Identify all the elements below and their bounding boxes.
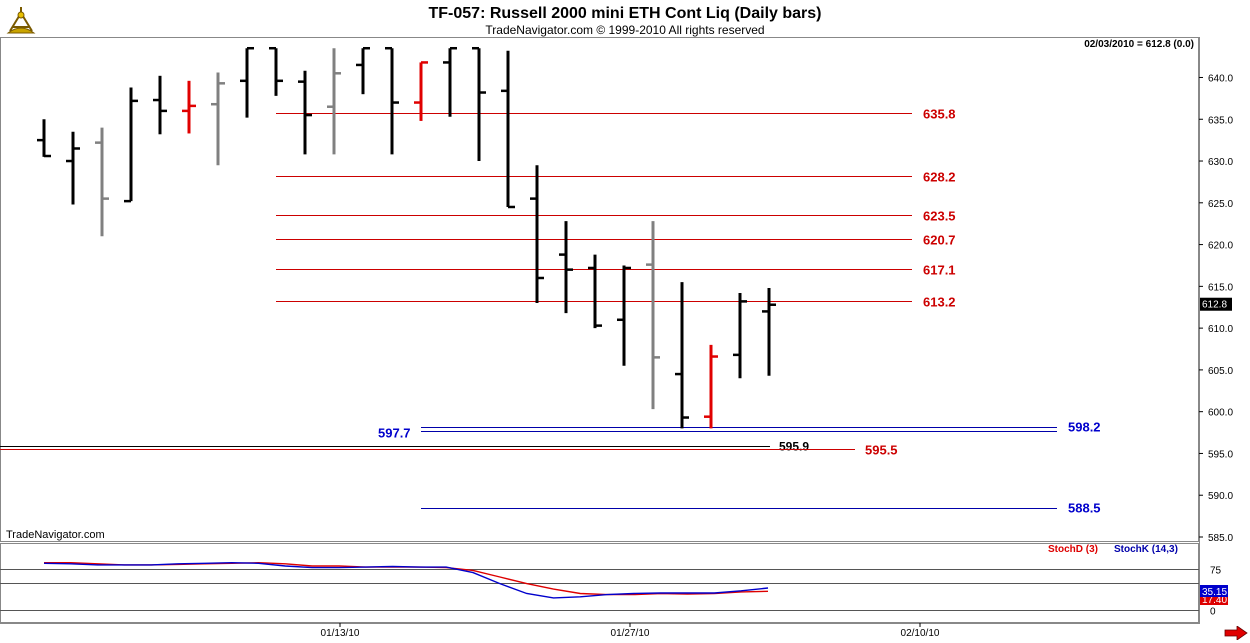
price-tick-label: 635.0 bbox=[1208, 115, 1233, 126]
ohlc-bar bbox=[182, 80, 196, 134]
ohlc-bar bbox=[414, 61, 428, 121]
ohlc-bar bbox=[37, 119, 51, 158]
stochk-line bbox=[43, 561, 769, 599]
ohlc-bar bbox=[588, 254, 602, 329]
scroll-right-arrow-icon[interactable] bbox=[1224, 626, 1248, 640]
price-tick-label: 620.0 bbox=[1208, 241, 1233, 252]
ohlc-bar bbox=[530, 165, 544, 304]
ohlc-bar bbox=[153, 75, 167, 135]
price-tick-label: 595.0 bbox=[1208, 449, 1233, 460]
resistance-level-label: 623.5 bbox=[923, 209, 956, 224]
copyright-subtitle: TradeNavigator.com © 1999-2010 All right… bbox=[485, 23, 765, 37]
date-tick-label: 02/10/10 bbox=[901, 628, 940, 639]
support-red-label: 595.5 bbox=[865, 443, 898, 458]
ohlc-bar bbox=[269, 46, 283, 96]
ohlc-bar bbox=[501, 50, 515, 209]
ohlc-bar bbox=[559, 221, 573, 314]
support-black-label: 595.9 bbox=[779, 440, 809, 454]
price-tick-label: 605.0 bbox=[1208, 366, 1233, 377]
stoch-tick-label: 75 bbox=[1210, 566, 1222, 577]
price-tick-label: 600.0 bbox=[1208, 408, 1233, 419]
ohlc-bar bbox=[356, 46, 370, 95]
resistance-level-label: 628.2 bbox=[923, 170, 956, 185]
support-right-label: 598.2 bbox=[1068, 420, 1101, 435]
ohlc-bar bbox=[762, 288, 776, 376]
ohlc-bar bbox=[95, 127, 109, 237]
ohlc-bar bbox=[733, 293, 747, 379]
resistance-level-label: 613.2 bbox=[923, 295, 956, 310]
ohlc-bar bbox=[211, 72, 225, 166]
resistance-level-label: 620.7 bbox=[923, 233, 956, 248]
price-tick-label: 585.0 bbox=[1208, 533, 1233, 544]
last-price-stamp: 02/03/2010 = 612.8 (0.0) bbox=[1084, 39, 1194, 50]
resistance-level-label: 617.1 bbox=[923, 263, 956, 278]
price-tick-label: 590.0 bbox=[1208, 491, 1233, 502]
stoch-value-tag-box bbox=[1200, 585, 1228, 597]
stoch-value-tag-label: 35.15 bbox=[1202, 587, 1227, 598]
price-tick-label: 625.0 bbox=[1208, 199, 1233, 210]
price-tick-label: 630.0 bbox=[1208, 157, 1233, 168]
ohlc-bar bbox=[472, 46, 486, 162]
stoch-value-tag-label: 17.40 bbox=[1202, 595, 1227, 606]
legend-stochk: StochK (14,3) bbox=[1114, 544, 1178, 555]
last-price-tag-label: 612.8 bbox=[1202, 300, 1227, 311]
ohlc-bar bbox=[675, 282, 689, 429]
date-tick-label: 01/13/10 bbox=[321, 628, 360, 639]
date-tick-label: 01/27/10 bbox=[611, 628, 650, 639]
ohlc-bar bbox=[646, 221, 660, 410]
resistance-level-label: 635.8 bbox=[923, 107, 956, 122]
watermark: TradeNavigator.com bbox=[6, 529, 105, 541]
legend-stochd: StochD (3) bbox=[1048, 544, 1098, 555]
ohlc-bar bbox=[66, 131, 80, 205]
ohlc-bar bbox=[124, 87, 138, 203]
ohlc-bar bbox=[704, 344, 718, 429]
chart-title: TF-057: Russell 2000 mini ETH Cont Liq (… bbox=[428, 5, 822, 22]
price-tick-label: 615.0 bbox=[1208, 282, 1233, 293]
target-label: 588.5 bbox=[1068, 501, 1101, 516]
support-left-label: 597.7 bbox=[378, 426, 411, 441]
ohlc-bar bbox=[327, 48, 341, 155]
ohlc-bar bbox=[617, 265, 631, 366]
ohlc-bar bbox=[443, 46, 457, 117]
stoch-tick-label: 0 bbox=[1210, 607, 1216, 618]
ohlc-bar bbox=[385, 46, 399, 155]
price-panel-frame bbox=[0, 37, 1199, 542]
price-tick-label: 610.0 bbox=[1208, 324, 1233, 335]
ohlc-bar bbox=[298, 70, 312, 155]
last-price-tag-box bbox=[1200, 297, 1232, 311]
ohlc-bar bbox=[240, 46, 254, 118]
sextant-logo-icon bbox=[6, 7, 36, 34]
price-tick-label: 640.0 bbox=[1208, 73, 1233, 84]
